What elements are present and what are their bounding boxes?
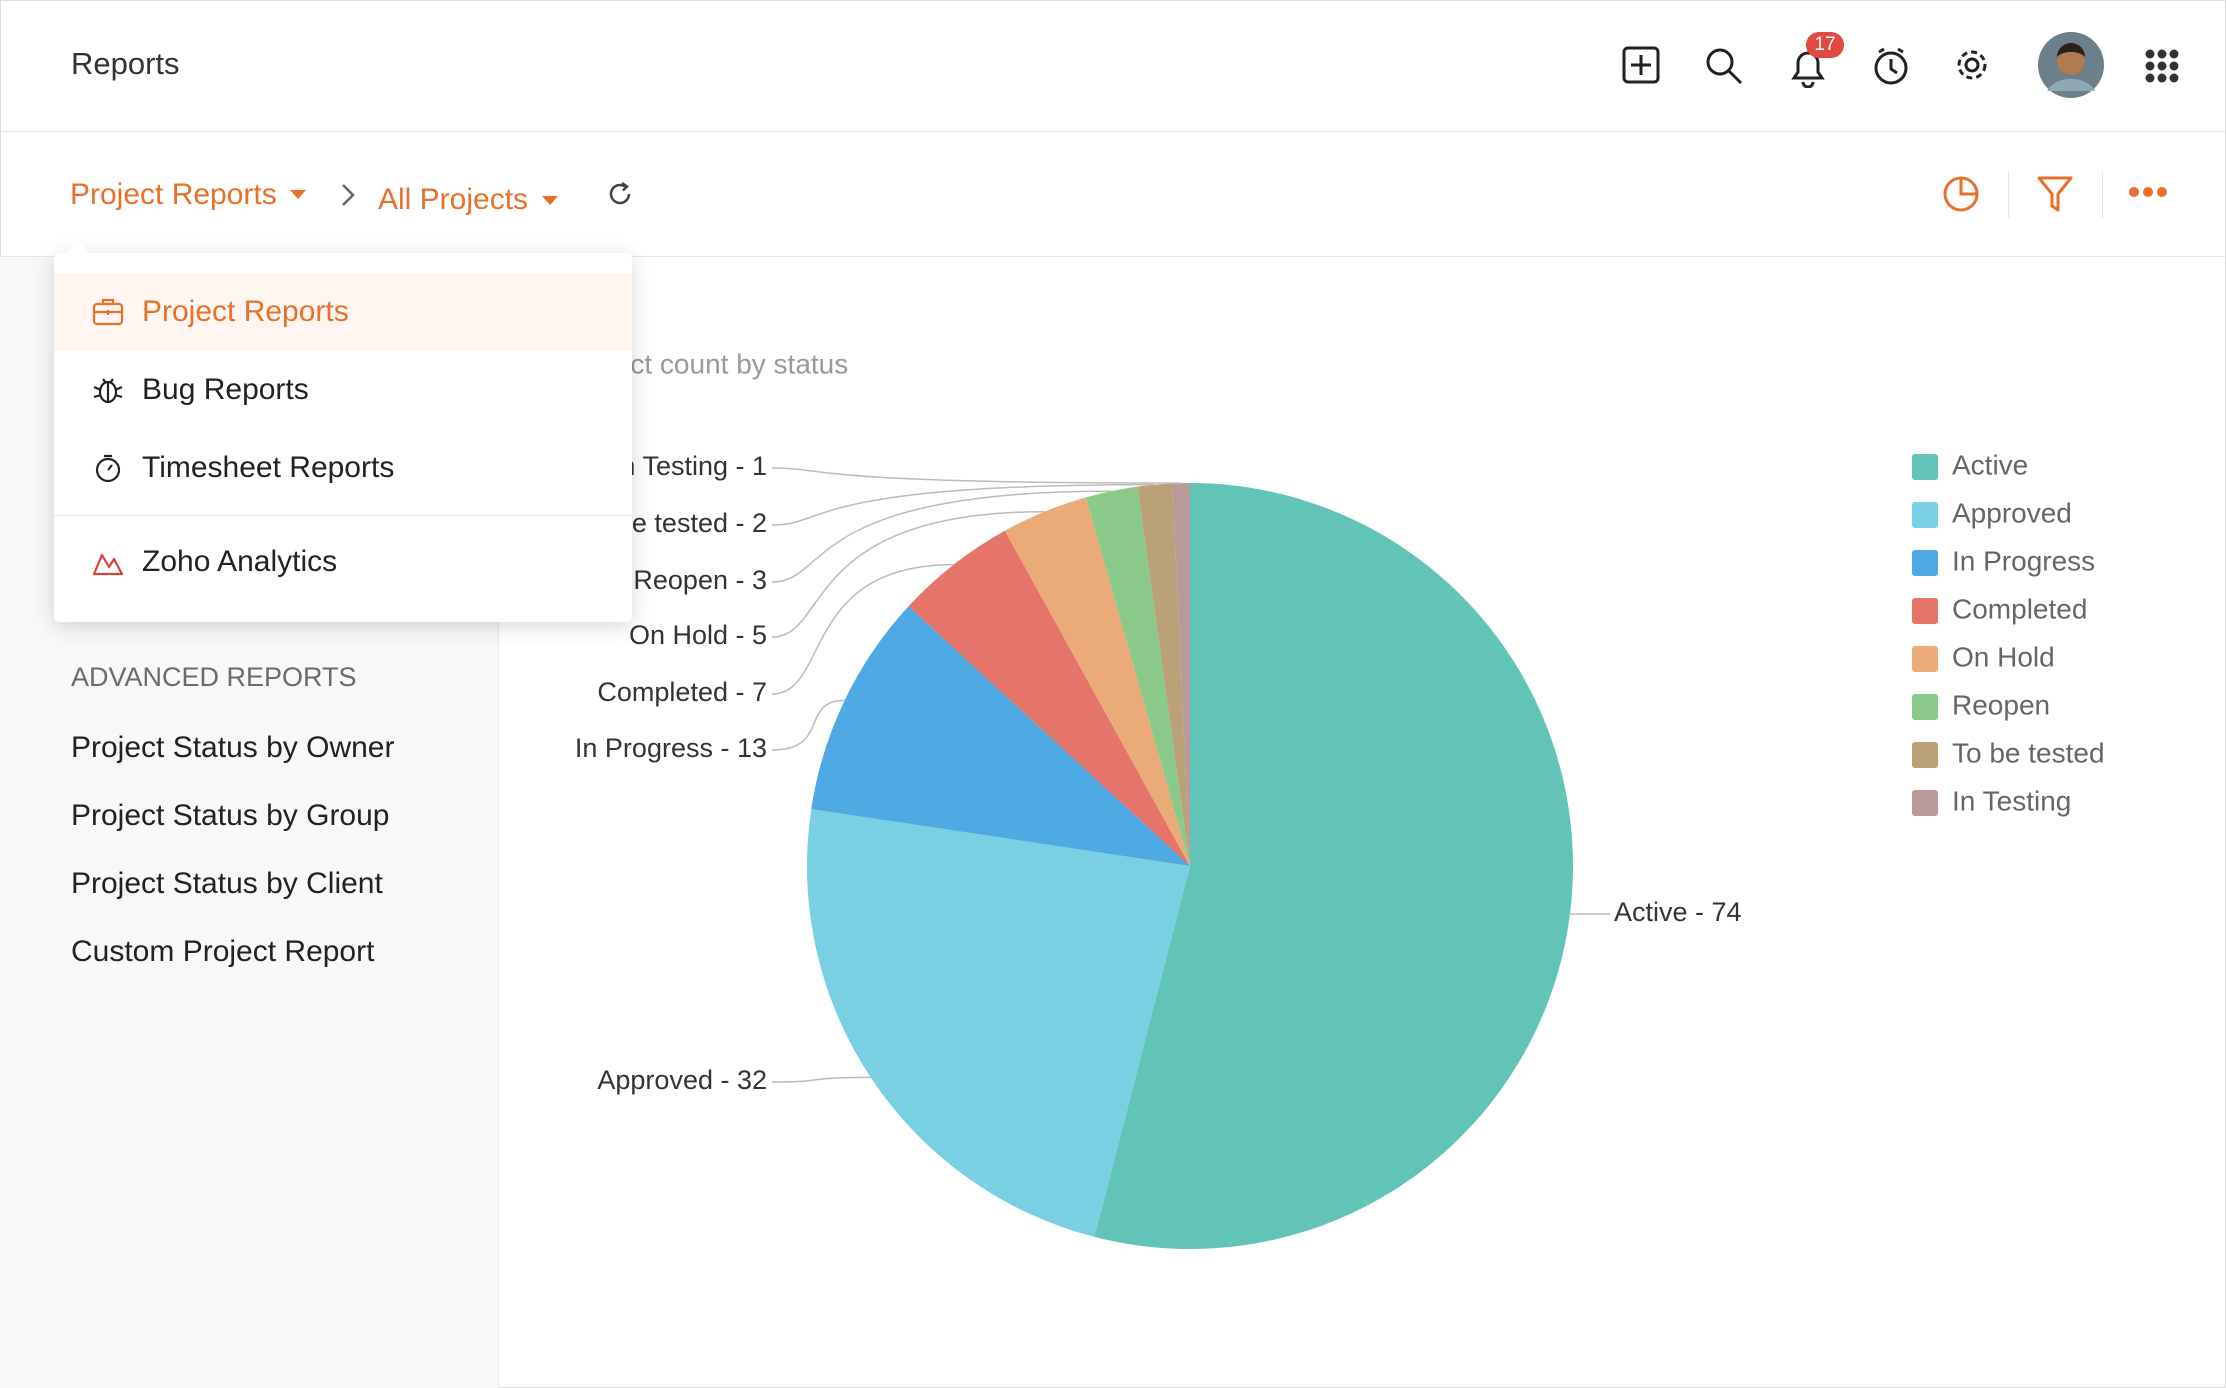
- sidebar-item[interactable]: Project Status by Group: [71, 799, 390, 832]
- menu-item-label: Bug Reports: [142, 373, 309, 406]
- pie-slice[interactable]: [811, 606, 1190, 866]
- menu-item[interactable]: Timesheet Reports: [54, 429, 632, 507]
- divider: [2008, 172, 2009, 218]
- menu-item-label: Project Reports: [142, 295, 349, 328]
- bug-icon: [93, 378, 123, 404]
- divider: [2102, 172, 2103, 218]
- leader-line: [771, 467, 1182, 484]
- legend-label[interactable]: To be tested: [1952, 737, 2105, 768]
- menu-item[interactable]: Project Reports: [54, 273, 632, 351]
- leader-line: [771, 563, 954, 695]
- menu-separator: [54, 515, 632, 516]
- legend-label[interactable]: Completed: [1952, 593, 2087, 624]
- menu-item-label: Timesheet Reports: [142, 451, 395, 484]
- filter-icon[interactable]: [2036, 174, 2074, 214]
- chart-type-icon[interactable]: [1941, 174, 1981, 214]
- more-icon[interactable]: [2128, 186, 2168, 198]
- legend-swatch[interactable]: [1912, 502, 1938, 528]
- legend-swatch[interactable]: [1912, 646, 1938, 672]
- legend-swatch[interactable]: [1912, 454, 1938, 480]
- pie-slice[interactable]: [807, 809, 1190, 1237]
- caret: [542, 196, 558, 205]
- user-avatar[interactable]: [2037, 31, 2105, 99]
- page-title: Reports: [71, 46, 180, 81]
- sidebar-item[interactable]: Custom Project Report: [71, 935, 375, 968]
- search-icon[interactable]: [1704, 46, 1744, 86]
- settings-icon[interactable]: [1953, 46, 1991, 84]
- apps-icon[interactable]: [2144, 48, 2180, 84]
- pie-slice[interactable]: [1085, 486, 1190, 866]
- leader-line: [771, 1076, 871, 1083]
- menu-item[interactable]: Bug Reports: [54, 351, 632, 429]
- legend-swatch[interactable]: [1912, 790, 1938, 816]
- toolbar: Project Reports All Projects: [0, 132, 2226, 257]
- data-label: On Hold - 5: [629, 620, 767, 650]
- report-type-selector[interactable]: Project Reports: [70, 178, 277, 211]
- pie-slice[interactable]: [1137, 483, 1190, 866]
- legend-label[interactable]: On Hold: [1952, 641, 2055, 672]
- breadcrumb-separator: [342, 184, 355, 206]
- data-label: Reopen - 3: [633, 565, 767, 595]
- analytics-icon: [92, 553, 124, 576]
- pie-slice[interactable]: [1004, 497, 1190, 866]
- menu-pointer: [64, 241, 92, 255]
- legend-swatch[interactable]: [1912, 694, 1938, 720]
- leader-line: [771, 483, 1155, 526]
- sidebar-item[interactable]: Project Status by Owner: [71, 731, 395, 764]
- legend-swatch[interactable]: [1912, 742, 1938, 768]
- header: Reports 17: [0, 0, 2226, 132]
- refresh-icon[interactable]: [606, 180, 634, 208]
- pie-slice[interactable]: [1172, 483, 1190, 866]
- report-type-menu: Project Reports Bug Reports Timesheet Re…: [54, 241, 632, 622]
- legend-label[interactable]: Reopen: [1952, 689, 2050, 720]
- data-label: In Testing - 1: [613, 451, 767, 481]
- menu-item[interactable]: Zoho Analytics: [54, 523, 632, 601]
- notification-badge: 17: [1806, 32, 1844, 58]
- legend-label[interactable]: Active: [1952, 449, 2028, 480]
- legend-label[interactable]: Approved: [1952, 497, 2072, 528]
- data-label: In Progress - 13: [575, 733, 767, 763]
- legend-swatch[interactable]: [1912, 598, 1938, 624]
- leader-line: [771, 699, 845, 751]
- add-icon[interactable]: [1622, 46, 1660, 84]
- legend-label[interactable]: In Progress: [1952, 545, 2095, 576]
- leader-line: [771, 510, 1045, 638]
- project-filter[interactable]: All Projects: [378, 183, 529, 216]
- timer-icon: [95, 454, 121, 483]
- project-icon: [92, 298, 124, 326]
- legend-swatch[interactable]: [1912, 550, 1938, 576]
- data-label: Active - 74: [1614, 897, 1742, 927]
- data-label: Completed - 7: [597, 677, 767, 707]
- timer-icon[interactable]: [1871, 44, 1911, 88]
- caret: [290, 190, 306, 199]
- leader-line: [771, 490, 1112, 583]
- pie-slice[interactable]: [908, 530, 1190, 866]
- menu-item-label: Zoho Analytics: [142, 545, 338, 578]
- sidebar-item[interactable]: Project Status by Client: [71, 867, 383, 900]
- pie-slice[interactable]: [1094, 483, 1573, 1250]
- section-heading: ADVANCED REPORTS: [71, 662, 357, 692]
- data-label: Approved - 32: [597, 1065, 767, 1095]
- legend-label[interactable]: In Testing: [1952, 785, 2071, 816]
